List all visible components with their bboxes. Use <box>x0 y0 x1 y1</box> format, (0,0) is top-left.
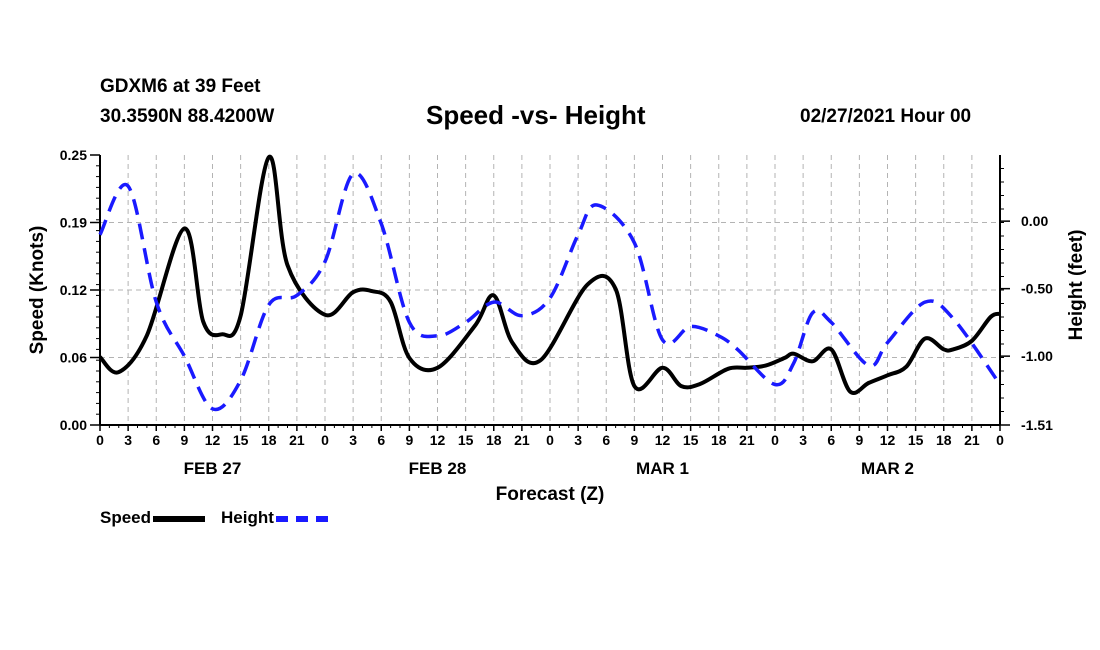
x-tick-label: 0 <box>321 432 329 448</box>
axes <box>90 154 1010 431</box>
station-label: GDXM6 at 39 Feet <box>100 76 261 97</box>
grid-lines <box>100 155 1000 425</box>
legend-height: Height <box>221 508 328 528</box>
chart-title: Speed -vs- Height <box>426 100 646 130</box>
x-tick-label: 3 <box>574 432 582 448</box>
date-label: MAR 1 <box>636 459 689 478</box>
coordinates-label: 30.3590N 88.4200W <box>100 106 275 127</box>
legend-height-label: Height <box>221 508 274 527</box>
legend-speed-label: Speed <box>100 508 152 527</box>
x-tick-label: 9 <box>180 432 188 448</box>
x-tick-label: 15 <box>908 432 924 448</box>
x-tick-label: 15 <box>683 432 699 448</box>
x-tick-label: 18 <box>261 432 277 448</box>
x-tick-label: 6 <box>152 432 160 448</box>
left-tick-label: 0.12 <box>60 282 87 298</box>
right-tick-label: -0.50 <box>1021 281 1053 297</box>
x-tick-label: 15 <box>233 432 249 448</box>
right-tick-label: -1.00 <box>1021 348 1053 364</box>
x-tick-label: 18 <box>711 432 727 448</box>
legend-height-swatch <box>275 516 328 522</box>
x-tick-label: 12 <box>205 432 221 448</box>
x-tick-label: 3 <box>124 432 132 448</box>
x-tick-label: 12 <box>880 432 896 448</box>
x-axis-title: Forecast (Z) <box>496 484 605 505</box>
x-tick-label: 0 <box>96 432 104 448</box>
left-tick-label: 0.19 <box>60 215 87 231</box>
x-tick-label: 18 <box>486 432 502 448</box>
x-tick-label: 21 <box>739 432 755 448</box>
date-hour-label: 02/27/2021 Hour 00 <box>800 106 972 127</box>
x-tick-label: 15 <box>458 432 474 448</box>
x-tick-label: 9 <box>405 432 413 448</box>
x-tick-label: 21 <box>514 432 530 448</box>
x-tick-label: 21 <box>964 432 980 448</box>
legend-speed: Speed <box>100 508 206 528</box>
left-tick-label: 0.00 <box>60 417 87 433</box>
left-tick-label: 0.06 <box>60 350 87 366</box>
date-label: MAR 2 <box>861 459 914 478</box>
x-tick-label: 9 <box>855 432 863 448</box>
left-axis-title: Speed (Knots) <box>27 226 48 355</box>
x-tick-label: 12 <box>430 432 446 448</box>
x-tick-label: 0 <box>771 432 779 448</box>
series-lines <box>98 155 1002 412</box>
x-tick-label: 18 <box>936 432 952 448</box>
x-tick-label: 9 <box>630 432 638 448</box>
date-label: FEB 28 <box>409 459 467 478</box>
x-tick-label: 6 <box>602 432 610 448</box>
x-tick-label: 12 <box>655 432 671 448</box>
left-tick-label: 0.25 <box>60 147 87 163</box>
x-tick-label: 3 <box>799 432 807 448</box>
legend-speed-swatch <box>153 516 206 522</box>
series-speed-line <box>98 155 1001 395</box>
series-height-line <box>98 171 1002 412</box>
x-tick-label: 0 <box>546 432 554 448</box>
date-label: FEB 27 <box>184 459 242 478</box>
x-tick-label: 0 <box>996 432 1004 448</box>
x-tick-label: 6 <box>827 432 835 448</box>
axis-labels: 0 3 6 9 12 15 18 21 0 3 6 9 12 15 18 21 0 3 6 9 12 15 18 21 0 3 6 9… <box>27 147 1087 505</box>
right-axis-title: Height (feet) <box>1066 230 1087 341</box>
x-tick-label: 21 <box>289 432 305 448</box>
legend: Speed Height <box>100 508 344 528</box>
right-tick-label: -1.51 <box>1021 417 1053 433</box>
x-tick-label: 6 <box>377 432 385 448</box>
right-tick-label: 0.00 <box>1021 213 1048 229</box>
x-tick-label: 3 <box>349 432 357 448</box>
